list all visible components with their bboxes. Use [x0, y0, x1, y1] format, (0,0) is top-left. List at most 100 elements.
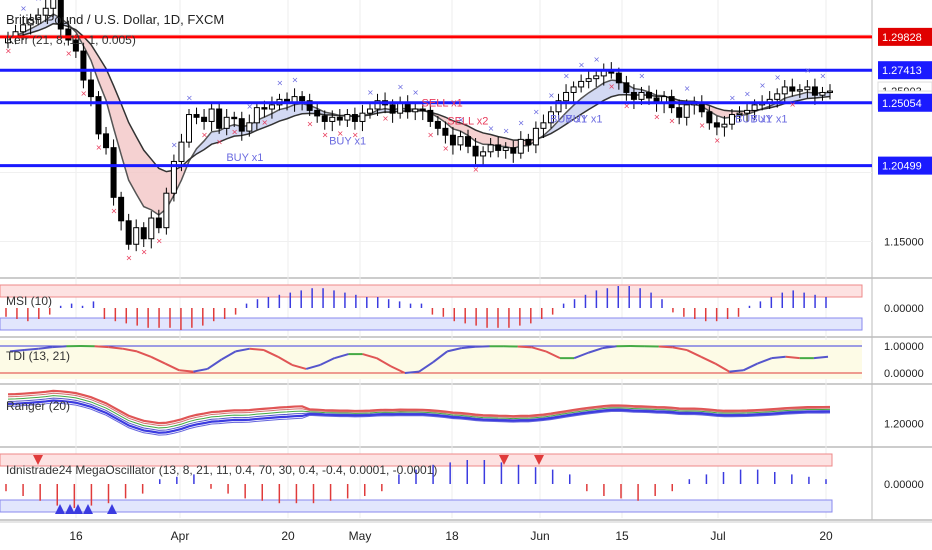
- price-tag: [878, 93, 932, 112]
- candle-body: [374, 100, 381, 110]
- candle-body: [118, 196, 125, 222]
- msi-panel[interactable]: [0, 284, 863, 331]
- candle-body: [50, 0, 57, 9]
- down-arrow-icon: [499, 455, 509, 465]
- up-arrow-icon: [73, 504, 83, 514]
- signal-marker: BUY x1: [329, 136, 366, 148]
- signal-x-mark: ×: [518, 118, 525, 127]
- msi-title: MSI (10): [6, 294, 52, 308]
- candle-body: [646, 91, 653, 99]
- candle-body: [796, 89, 803, 92]
- candle-body: [578, 80, 585, 88]
- candle-body: [480, 151, 487, 157]
- signal-x-mark: ×: [141, 248, 148, 257]
- mega-oscillator-title: Idnistrade24 MegaOscillator (13, 8, 21, …: [6, 463, 437, 477]
- grid-layer: [0, 0, 932, 521]
- candle-body: [615, 72, 622, 84]
- up-arrow-icon: [65, 504, 75, 514]
- candle-body: [819, 91, 826, 96]
- candle-body: [80, 50, 87, 81]
- signal-x-mark: ×: [307, 119, 314, 128]
- tdi-segment: [573, 351, 589, 360]
- signal-x-mark: ×: [699, 121, 706, 130]
- signal-x-mark: ×: [744, 89, 751, 98]
- signal-x-mark: ×: [684, 84, 691, 93]
- tdi-segment: [602, 345, 617, 350]
- tdi-segment: [122, 347, 138, 353]
- signal-marker: BUY x1: [226, 152, 263, 164]
- signal-x-mark: ×: [804, 66, 811, 75]
- tdi-segment: [9, 349, 25, 353]
- candle-body: [223, 116, 230, 129]
- ranger-line: [7, 392, 831, 427]
- tdi-panel[interactable]: [0, 340, 862, 379]
- candle-body: [103, 133, 110, 149]
- tdi-segment: [24, 347, 39, 352]
- ranger-line: [7, 402, 831, 436]
- candle-body: [193, 114, 200, 118]
- tdi-segment: [742, 362, 758, 372]
- tdi-segment: [52, 345, 67, 349]
- candle-body: [366, 108, 373, 114]
- candle-body: [306, 100, 313, 111]
- candle-body: [163, 192, 170, 229]
- signal-x-mark: ×: [216, 137, 223, 146]
- candle-body: [201, 116, 208, 122]
- price-tag: [878, 27, 932, 46]
- tdi-segment: [334, 353, 349, 360]
- tdi-segment: [136, 350, 152, 358]
- candle-body: [336, 116, 343, 121]
- tdi-segment: [164, 362, 180, 372]
- signal-x-mark: ×: [367, 88, 374, 97]
- signal-x-mark: ×: [246, 102, 253, 111]
- signal-x-mark: ×: [488, 124, 495, 133]
- candle-body: [525, 138, 532, 146]
- candle-body: [585, 78, 592, 82]
- signal-x-mark: ×: [457, 116, 464, 125]
- signal-x-mark: ×: [533, 107, 540, 116]
- signal-x-mark: ×: [5, 46, 12, 55]
- candle-body: [261, 107, 268, 110]
- signal-x-mark: ×: [276, 78, 283, 87]
- tdi-segment: [277, 355, 293, 366]
- signal-x-mark: ×: [382, 114, 389, 123]
- tdi-segment: [672, 346, 688, 352]
- signal-x-mark: ×: [397, 83, 404, 92]
- candle-body: [427, 109, 434, 122]
- tdi-segment: [263, 349, 279, 358]
- signal-x-mark: ×: [201, 130, 208, 139]
- tdi-segment: [446, 347, 462, 353]
- candle-body: [238, 118, 245, 132]
- signal-marker: BUY x1: [750, 113, 787, 125]
- up-arrow-icon: [107, 504, 117, 514]
- signal-x-mark: ×: [578, 60, 585, 69]
- candle-body: [65, 28, 72, 41]
- mega-oscillator-panel[interactable]: [0, 453, 833, 514]
- candle-body: [344, 114, 351, 121]
- ranger-line: [7, 389, 831, 425]
- candle-body: [751, 104, 758, 111]
- ranger-panel[interactable]: [7, 389, 831, 436]
- tdi-segment: [432, 350, 448, 363]
- candle-body: [268, 104, 275, 110]
- signal-x-mark: ×: [654, 113, 661, 122]
- candle-body: [57, 0, 64, 30]
- candle-body: [744, 109, 751, 114]
- candle-body: [593, 75, 600, 80]
- tdi-segment: [305, 363, 321, 370]
- candle-body: [465, 136, 472, 147]
- indicator-label: Kerr (21, 8, 11, 1, 0.005): [6, 33, 136, 47]
- signal-x-mark: ×: [337, 129, 344, 138]
- tdi-segment: [729, 369, 744, 373]
- time-axis: 16 Apr 20 May 18 Jun 15 Jul 20: [0, 521, 932, 543]
- candle-body: [547, 111, 554, 124]
- tdi-segment: [785, 355, 800, 360]
- signal-x-mark: ×: [186, 94, 193, 103]
- candle-body: [404, 103, 411, 113]
- tdi-segment: [38, 346, 53, 350]
- tdi-segment: [179, 369, 194, 373]
- tdi-segment: [757, 357, 772, 365]
- candle-body: [87, 79, 94, 98]
